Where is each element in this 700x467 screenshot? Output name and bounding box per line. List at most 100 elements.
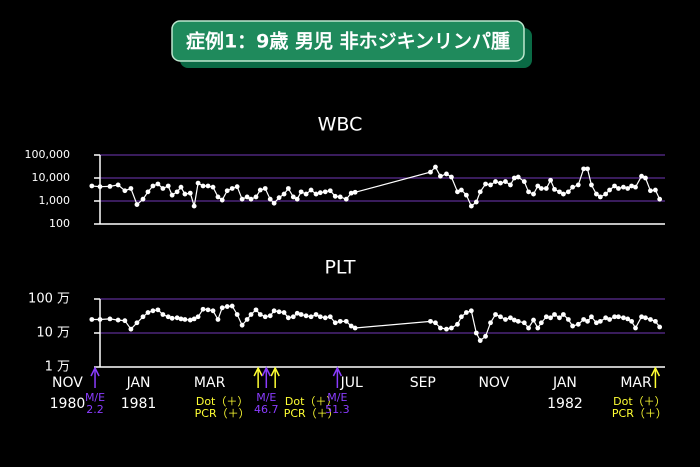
data-point [215, 317, 221, 322]
data-point [210, 184, 216, 190]
data-point [458, 314, 464, 320]
data-point [191, 316, 197, 322]
annotation-text: Dot（＋） [196, 395, 249, 408]
data-point [560, 191, 566, 197]
data-point [603, 315, 609, 321]
data-point [612, 183, 617, 189]
data-point [337, 194, 343, 200]
data-point [498, 314, 503, 320]
data-point [327, 314, 333, 320]
data-point [239, 322, 245, 328]
data-point [468, 308, 474, 314]
data-point [483, 181, 488, 187]
data-point [648, 317, 653, 322]
data-point [224, 304, 230, 309]
data-point [303, 313, 309, 319]
data-point [557, 189, 562, 195]
data-point [616, 314, 621, 320]
data-point [463, 192, 469, 198]
data-point [633, 325, 638, 331]
data-point [229, 303, 235, 309]
data-point [322, 189, 328, 195]
data-point [169, 315, 175, 321]
data-point [515, 174, 521, 180]
y-tick-label: 1 万 [45, 360, 70, 375]
data-point [612, 314, 617, 320]
data-point [607, 187, 612, 193]
data-point [195, 180, 201, 186]
data-point [271, 200, 277, 206]
data-point [428, 318, 433, 324]
data-point [215, 194, 221, 200]
data-point [508, 182, 513, 188]
data-point [493, 179, 498, 184]
data-point [477, 189, 483, 195]
data-point [511, 317, 517, 323]
data-point [521, 179, 527, 184]
data-point [348, 323, 354, 329]
data-point [97, 317, 103, 322]
data-point [140, 314, 146, 320]
data-point [205, 183, 211, 189]
data-point [589, 182, 594, 188]
data-point [648, 188, 653, 194]
data-point [455, 189, 460, 195]
data-point [229, 186, 235, 191]
x-year-label: 1980 [50, 396, 86, 412]
data-point [511, 175, 517, 181]
data-point [565, 317, 571, 322]
data-point [182, 191, 188, 197]
data-point [594, 320, 599, 326]
y-tick-label: 100 [49, 217, 70, 230]
data-point [548, 177, 553, 183]
data-point [128, 326, 134, 332]
data-point [531, 317, 536, 323]
data-point [444, 171, 449, 177]
data-point [337, 318, 343, 324]
data-point [657, 196, 663, 202]
data-point [234, 312, 240, 317]
data-point [285, 186, 291, 191]
data-point [473, 199, 479, 205]
data-point [603, 191, 609, 197]
data-point [160, 312, 166, 317]
data-point [195, 314, 201, 320]
data-point [348, 190, 354, 196]
data-point [581, 317, 587, 322]
data-point [244, 317, 250, 322]
data-point [543, 314, 549, 320]
data-point [570, 184, 576, 190]
data-point [621, 315, 626, 321]
annotation-text: PCR（＋） [284, 407, 339, 420]
data-point [115, 317, 121, 323]
data-point [317, 190, 323, 196]
data-point [565, 189, 571, 195]
data-point [438, 325, 443, 331]
panel-title: PLT [324, 257, 355, 279]
data-point [174, 315, 180, 321]
data-point [535, 183, 541, 189]
data-point [463, 310, 469, 315]
data-point [97, 184, 103, 190]
data-point [150, 308, 156, 314]
data-line [91, 305, 661, 342]
annotation-arrowhead [261, 366, 271, 377]
data-point [322, 315, 328, 321]
data-point [281, 310, 287, 315]
annotation-text: M/E [327, 391, 347, 404]
data-point [107, 316, 113, 322]
data-point [625, 186, 631, 191]
data-point [244, 194, 250, 200]
data-point [257, 187, 263, 193]
data-point [643, 315, 648, 321]
data-point [145, 310, 151, 315]
x-tick-label: MAR [194, 375, 226, 391]
data-point [589, 314, 594, 320]
data-point [653, 318, 658, 324]
data-point [298, 312, 304, 317]
data-point [122, 318, 128, 324]
data-point [653, 187, 658, 193]
data-point [134, 320, 140, 326]
data-point [294, 196, 300, 202]
x-tick-label: NOV [52, 375, 83, 391]
